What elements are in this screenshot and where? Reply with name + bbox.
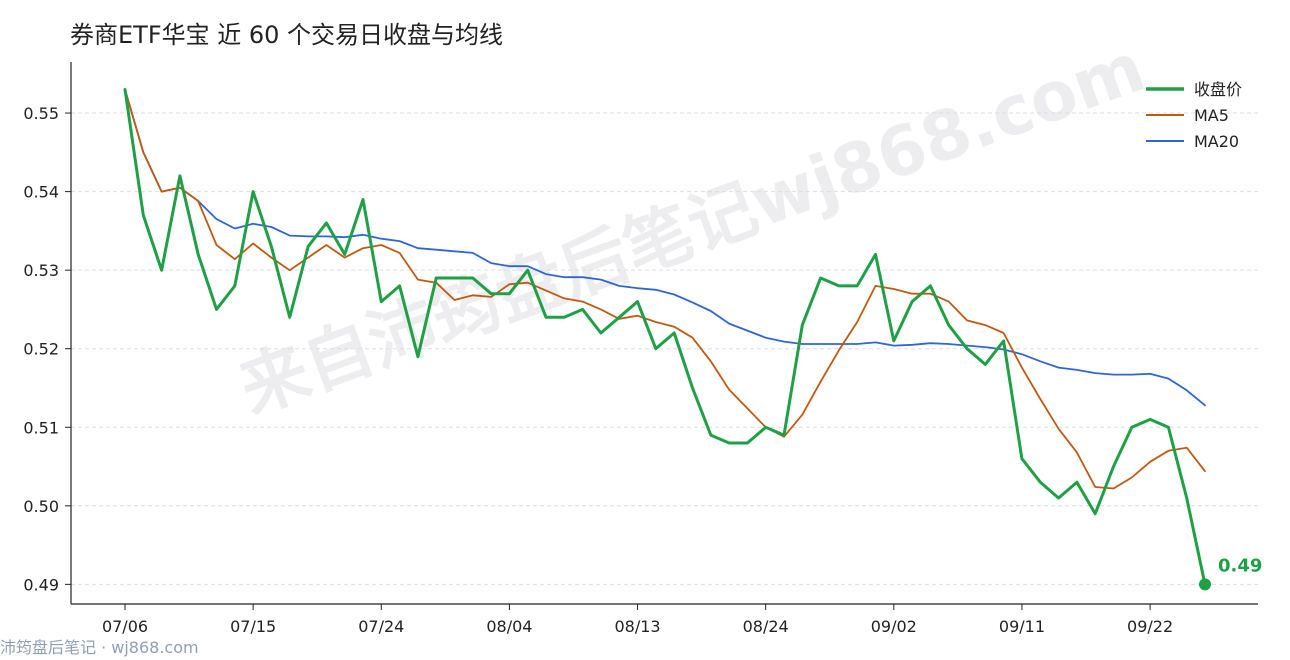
chart-title: 券商ETF华宝 近 60 个交易日收盘与均线 <box>70 21 504 49</box>
x-tick-label: 08/04 <box>486 617 532 636</box>
axes: 0.49 0.50 0.51 0.52 0.53 0.54 0.55 07/06 07/15 07… <box>23 62 1258 636</box>
legend-label-close: 收盘价 <box>1194 80 1242 99</box>
x-tick-label: 07/15 <box>230 617 276 636</box>
x-tick-label: 08/24 <box>743 617 789 636</box>
y-tick-label: 0.49 <box>23 575 59 594</box>
series-line-close <box>123 88 1207 586</box>
y-tick-label: 0.50 <box>23 497 59 516</box>
x-tick-label: 09/22 <box>1127 617 1173 636</box>
legend: 收盘价 MA5 MA20 <box>1146 80 1242 151</box>
y-tick-label: 0.55 <box>23 104 59 123</box>
x-tick-label: 09/02 <box>871 617 917 636</box>
x-tick-label: 07/06 <box>102 617 148 636</box>
series-line-ma20 <box>124 88 1206 407</box>
annotation-layer: 0.49 <box>1218 555 1262 576</box>
legend-label-ma5: MA5 <box>1194 106 1229 125</box>
y-tick-label: 0.51 <box>23 418 59 437</box>
last-close-label: 0.49 <box>1218 555 1262 576</box>
series-line-ma5 <box>124 88 1206 490</box>
y-tick-label: 0.52 <box>23 340 59 359</box>
x-tick-label: 07/24 <box>358 617 404 636</box>
legend-label-ma20: MA20 <box>1194 132 1239 151</box>
grid-layer <box>71 112 1258 585</box>
y-tick-label: 0.54 <box>23 183 59 202</box>
last-close-point <box>1199 578 1211 591</box>
x-tick-label: 08/13 <box>614 617 660 636</box>
y-tick-label: 0.53 <box>23 261 59 280</box>
series-layer <box>123 88 1211 591</box>
x-tick-label: 09/11 <box>999 617 1045 636</box>
footer-credit: 沛筠盘后笔记 · wj868.com <box>0 638 199 657</box>
